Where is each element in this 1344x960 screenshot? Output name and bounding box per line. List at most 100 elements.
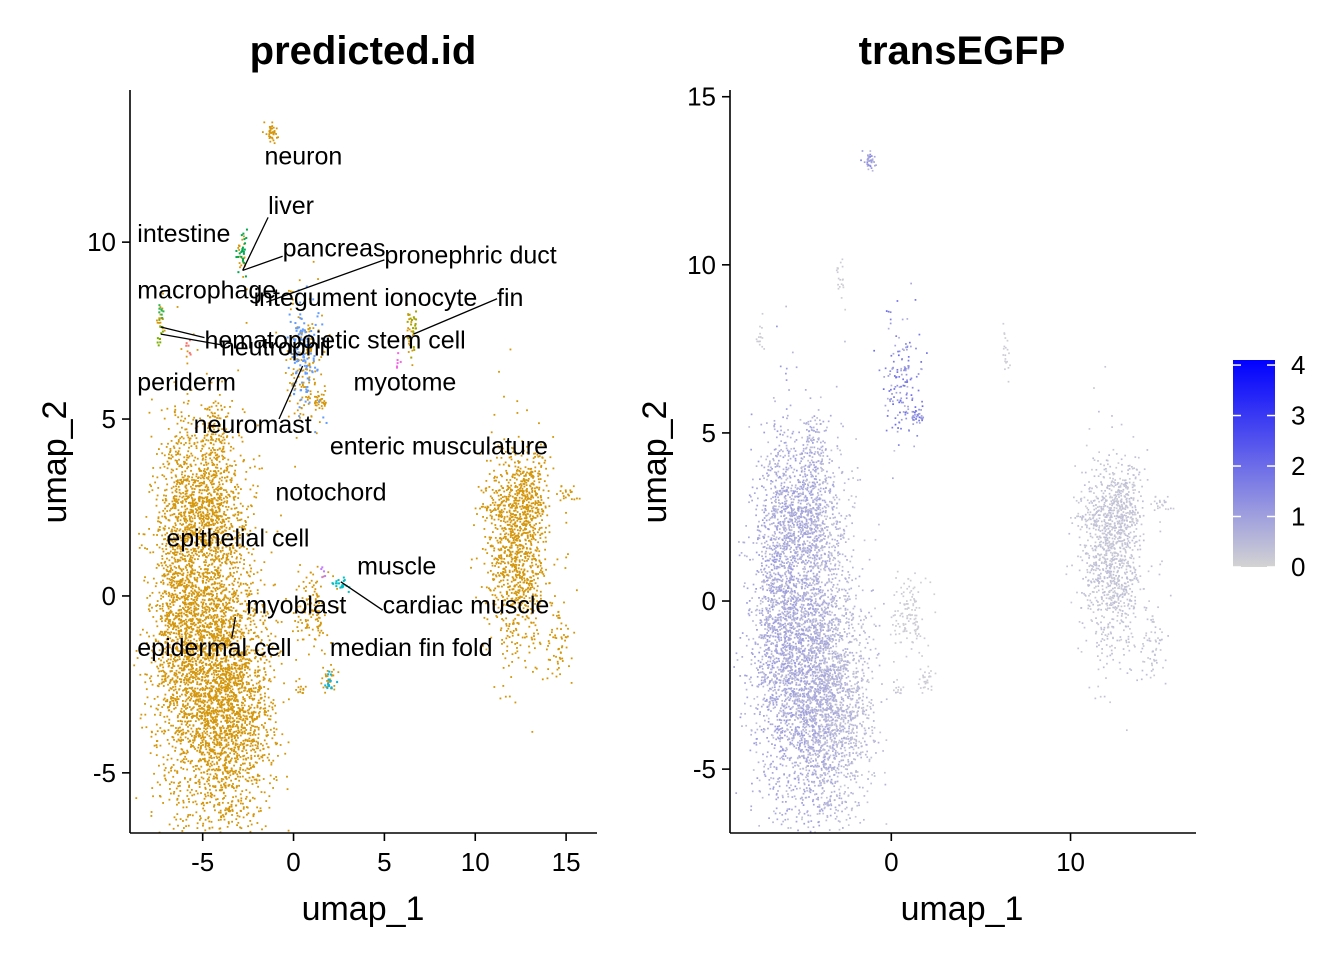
point (228, 755, 230, 758)
point (209, 633, 212, 636)
point (213, 600, 215, 603)
point (218, 538, 221, 541)
point (215, 678, 218, 681)
point (176, 704, 179, 707)
point (232, 691, 235, 694)
point (184, 533, 187, 535)
point (210, 543, 212, 546)
point (203, 480, 205, 483)
point (190, 590, 193, 592)
point (197, 727, 200, 730)
point (212, 654, 215, 657)
point (231, 436, 234, 439)
point (218, 619, 221, 622)
point (213, 721, 216, 724)
point (189, 437, 192, 440)
point (195, 693, 198, 696)
point (198, 691, 200, 694)
point (182, 530, 184, 533)
point (215, 539, 218, 541)
point (242, 655, 245, 658)
point (185, 818, 188, 821)
point (167, 552, 170, 555)
point (250, 649, 253, 652)
point (177, 498, 180, 501)
point (245, 470, 248, 473)
point (209, 748, 212, 751)
point (146, 696, 149, 699)
point (201, 676, 204, 679)
point (167, 570, 170, 573)
point (198, 705, 200, 707)
point (212, 637, 215, 640)
point (172, 764, 175, 766)
point (224, 667, 227, 669)
point (254, 761, 257, 764)
point (263, 791, 266, 794)
point (164, 700, 167, 703)
point (222, 615, 225, 618)
point (200, 759, 202, 762)
point (221, 561, 223, 564)
point (198, 786, 201, 788)
point (177, 785, 180, 788)
point (185, 498, 188, 500)
point (214, 506, 217, 509)
point (224, 738, 227, 741)
point (188, 607, 191, 610)
point (219, 729, 222, 731)
point (229, 656, 232, 658)
point (268, 678, 271, 680)
point (179, 681, 182, 684)
point (152, 634, 155, 637)
point (195, 623, 197, 626)
point (232, 634, 235, 637)
point (248, 791, 251, 794)
point (201, 612, 204, 614)
point (184, 683, 187, 686)
point (198, 661, 201, 664)
point (164, 674, 167, 676)
point (261, 756, 264, 759)
point (199, 750, 202, 753)
point (211, 623, 213, 625)
point (191, 498, 194, 500)
point (198, 630, 201, 633)
point (226, 501, 228, 504)
point (164, 507, 166, 510)
point (238, 713, 240, 715)
point (206, 655, 209, 658)
point (188, 562, 190, 565)
point (179, 781, 182, 784)
point (228, 776, 230, 779)
point (185, 624, 188, 626)
point (239, 635, 242, 638)
point (234, 771, 237, 774)
point (177, 580, 179, 583)
point (188, 636, 191, 639)
point (231, 668, 234, 670)
point (198, 626, 200, 629)
point (226, 689, 229, 692)
point (201, 640, 204, 643)
point (188, 442, 191, 445)
point (156, 543, 158, 546)
point (225, 655, 228, 658)
point (192, 525, 195, 528)
point (223, 797, 225, 799)
point (171, 528, 173, 531)
point (189, 651, 192, 653)
point (193, 517, 196, 520)
point (203, 642, 206, 645)
point (232, 741, 235, 744)
point (176, 422, 179, 425)
point (168, 593, 171, 596)
point (170, 576, 173, 578)
point (224, 686, 227, 688)
point (186, 519, 189, 522)
point (226, 637, 229, 640)
point (152, 475, 154, 478)
point (244, 769, 247, 772)
point (212, 635, 215, 638)
point (195, 607, 197, 609)
